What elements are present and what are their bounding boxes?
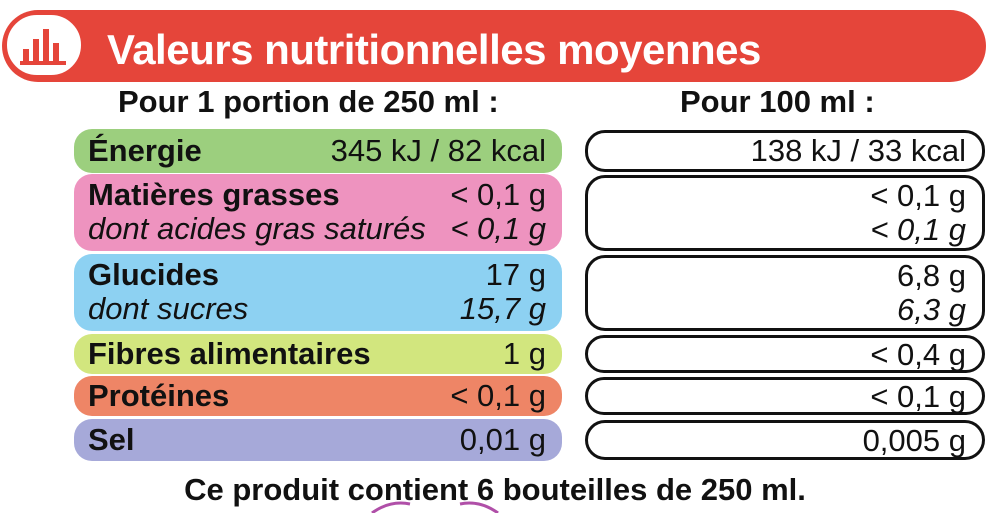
nutrient-sub-line: 6,3 g (588, 293, 982, 327)
per100-value: 6,3 g (897, 292, 966, 327)
per100-value: < 0,4 g (870, 337, 966, 372)
per100-row-proteines: < 0,1 g (585, 377, 985, 415)
per100-row-matieres-grasses: < 0,1 g < 0,1 g (585, 175, 985, 251)
per100-value: 0,005 g (862, 423, 966, 458)
nutrient-label: dont acides gras saturés (88, 211, 426, 246)
nutrient-sub-line: < 0,1 g (588, 213, 982, 247)
nutrient-line: Énergie 345 kJ / 82 kcal (74, 134, 562, 168)
footer-note: Ce produit contient 6 bouteilles de 250 … (184, 472, 806, 507)
nutrient-sub-line: dont sucres 15,7 g (74, 292, 562, 326)
nutrient-label: dont sucres (88, 291, 249, 326)
bar-chart-icon (4, 12, 84, 78)
nutrient-line: Fibres alimentaires 1 g (74, 337, 562, 371)
per100-value: < 0,1 g (870, 178, 966, 213)
portion-column-header: Pour 1 portion de 250 ml : (118, 84, 499, 119)
portion-value: 345 kJ / 82 kcal (330, 133, 546, 168)
portion-value: 15,7 g (459, 291, 546, 326)
page-title: Valeurs nutritionnelles moyennes (107, 26, 761, 73)
nutrient-sub-line: dont acides gras saturés < 0,1 g (74, 212, 562, 246)
per100-row-fibres: < 0,4 g (585, 335, 985, 373)
decorative-curve-icon (371, 501, 499, 513)
portion-value: 17 g (485, 257, 546, 292)
portion-value: 1 g (502, 336, 546, 371)
portion-row-matieres-grasses: Matières grasses < 0,1 g dont acides gra… (74, 174, 562, 251)
nutrient-label: Énergie (88, 133, 202, 168)
nutrient-line: Matières grasses < 0,1 g (74, 178, 562, 212)
portion-value: < 0,1 g (450, 177, 546, 212)
nutrient-line: < 0,1 g (588, 179, 982, 213)
nutrient-label: Matières grasses (88, 177, 340, 212)
nutrient-line: Sel 0,01 g (74, 423, 562, 457)
per100-value: 6,8 g (897, 258, 966, 293)
per100-value: 138 kJ / 33 kcal (750, 133, 966, 168)
nutrient-line: 6,8 g (588, 259, 982, 293)
nutrient-label: Glucides (88, 257, 219, 292)
per100-column-header: Pour 100 ml : (680, 84, 875, 119)
portion-row-glucides: Glucides 17 g dont sucres 15,7 g (74, 254, 562, 331)
portion-value: < 0,1 g (450, 378, 546, 413)
per100-row-energie: 138 kJ / 33 kcal (585, 130, 985, 172)
nutrient-line: 0,005 g (588, 424, 982, 458)
portion-value: < 0,1 g (450, 211, 546, 246)
portion-value: 0,01 g (459, 422, 546, 457)
nutrient-label: Protéines (88, 378, 230, 413)
per100-row-glucides: 6,8 g 6,3 g (585, 255, 985, 331)
nutrient-line: < 0,1 g (588, 380, 982, 414)
nutrient-line: Protéines < 0,1 g (74, 379, 562, 413)
nutrient-line: Glucides 17 g (74, 258, 562, 292)
portion-row-energie: Énergie 345 kJ / 82 kcal (74, 129, 562, 173)
nutrient-line: < 0,4 g (588, 338, 982, 372)
nutrient-label: Fibres alimentaires (88, 336, 371, 371)
per100-row-sel: 0,005 g (585, 420, 985, 460)
per100-value: < 0,1 g (870, 212, 966, 247)
portion-row-proteines: Protéines < 0,1 g (74, 376, 562, 416)
portion-row-fibres: Fibres alimentaires 1 g (74, 334, 562, 374)
title-bar: Valeurs nutritionnelles moyennes (2, 10, 986, 82)
portion-row-sel: Sel 0,01 g (74, 419, 562, 461)
nutrient-label: Sel (88, 422, 135, 457)
nutrient-line: 138 kJ / 33 kcal (588, 134, 982, 168)
per100-value: < 0,1 g (870, 379, 966, 414)
